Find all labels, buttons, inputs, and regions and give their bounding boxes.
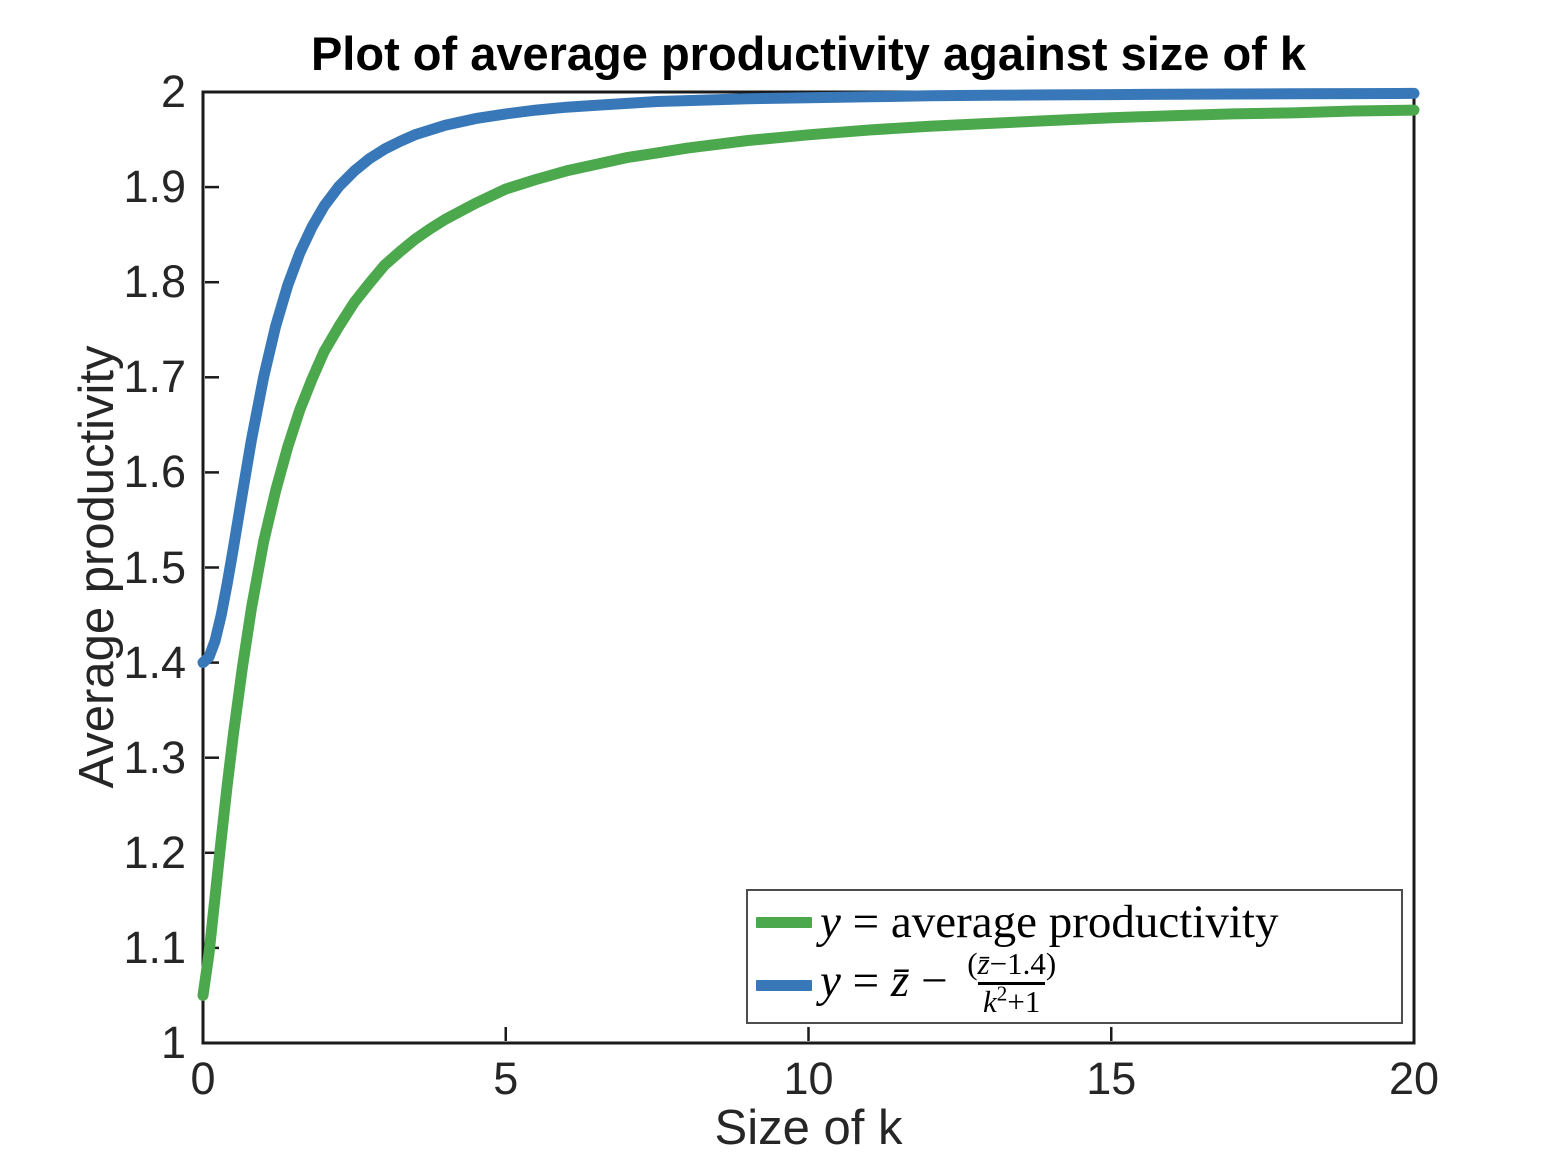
y-tick-label: 1 xyxy=(160,1017,186,1068)
x-tick-label: 15 xyxy=(1086,1053,1137,1104)
legend-entry-zbar-formula: y = z̄ − (z̄−1.4) k2+1 xyxy=(756,946,1395,1021)
legend-equals: = xyxy=(840,955,891,1007)
y-tick-label: 1.7 xyxy=(123,351,186,403)
axes-box xyxy=(201,90,1416,1045)
x-tick-label: 0 xyxy=(190,1053,216,1104)
legend-var-zbar: z̄ xyxy=(890,955,910,1007)
fraction-numerator: (z̄−1.4) xyxy=(967,946,1057,982)
y-tick-label: 1.6 xyxy=(123,446,186,498)
y-tick-label: 2 xyxy=(160,66,186,117)
denominator-var-k: k xyxy=(983,983,997,1019)
y-axis-label: Average productivity xyxy=(70,345,124,789)
legend-label: y = average productivity xyxy=(820,895,1278,949)
denominator-rest: +1 xyxy=(1007,983,1041,1019)
legend: y = average productivity y = z̄ − (z̄−1.… xyxy=(746,889,1403,1024)
fraction-denominator: k2+1 xyxy=(978,981,1046,1020)
y-tick-label: 1.8 xyxy=(123,256,186,308)
y-tick-label: 1.3 xyxy=(123,731,186,783)
legend-var-y: y xyxy=(820,896,841,948)
y-tick-label: 1.1 xyxy=(123,921,186,973)
y-tick-label: 1.9 xyxy=(123,161,186,213)
x-axis-label: Size of k xyxy=(714,1101,903,1155)
legend-line-green xyxy=(756,916,812,928)
legend-entry-average-productivity: y = average productivity xyxy=(756,895,1395,949)
series-line-0 xyxy=(197,104,1420,1001)
x-tick-label: 5 xyxy=(493,1053,519,1104)
legend-minus: − xyxy=(909,955,960,1007)
legend-fraction: (z̄−1.4) k2+1 xyxy=(967,946,1057,1020)
series-line-1 xyxy=(197,87,1420,669)
legend-var-y: y xyxy=(820,955,841,1007)
legend-text: = average productivity xyxy=(840,896,1279,948)
x-tick-label: 20 xyxy=(1388,1053,1440,1104)
y-tick-label: 1.4 xyxy=(123,636,186,688)
numerator-rest: −1.4) xyxy=(989,946,1057,981)
legend-line-blue xyxy=(756,979,812,991)
numerator-paren: ( xyxy=(967,946,978,981)
numerator-var-zbar: z̄ xyxy=(977,946,990,981)
y-tick-label: 1.5 xyxy=(123,541,186,593)
y-tick-label: 1.2 xyxy=(123,826,186,878)
chart-title: Plot of average productivity against siz… xyxy=(310,27,1307,80)
legend-label: y = z̄ − (z̄−1.4) k2+1 xyxy=(820,946,1057,1021)
x-tick-label: 10 xyxy=(783,1053,834,1104)
denominator-exponent: 2 xyxy=(996,981,1008,1006)
